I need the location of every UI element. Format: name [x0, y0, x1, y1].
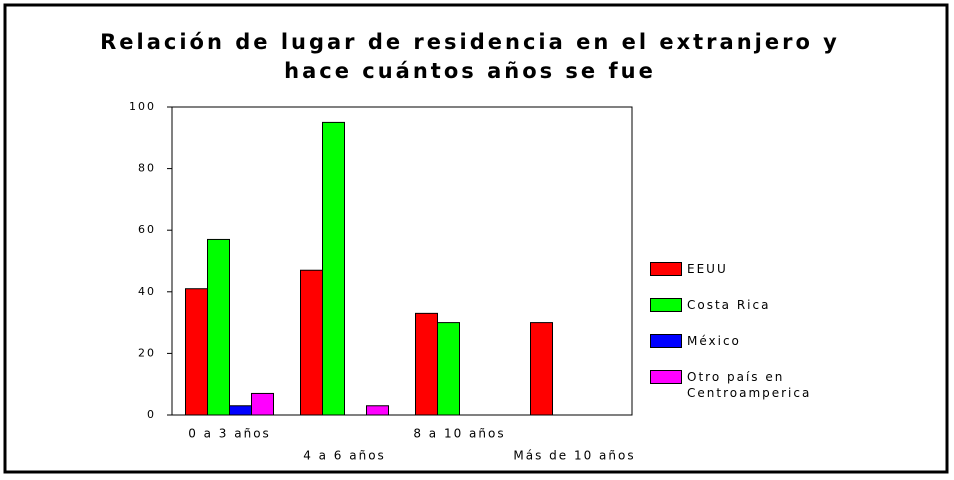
chart-title: hace cuántos años se fue — [284, 59, 656, 83]
legend-item: Otro país en Centroamperica — [650, 370, 850, 406]
plot-area — [171, 106, 633, 416]
legend-label: Otro país en Centroamperica — [687, 370, 812, 400]
bar — [437, 322, 460, 416]
legend-swatch — [650, 370, 682, 384]
bar — [251, 392, 274, 416]
y-tick-label: 80 — [138, 162, 156, 175]
x-tick-label: 4 a 6 años — [303, 449, 386, 463]
legend-swatch — [650, 298, 682, 312]
legend-label: Costa Rica — [687, 298, 771, 312]
bar — [207, 238, 230, 416]
legend-swatch — [650, 262, 682, 276]
legend-label: México — [687, 334, 741, 348]
legend-item: EEUU — [650, 262, 850, 298]
bar — [415, 312, 438, 416]
bar — [300, 269, 323, 416]
legend-item: México — [650, 334, 850, 370]
y-tick-label: 40 — [138, 285, 156, 298]
chart-title: Relación de lugar de residencia en el ex… — [100, 30, 840, 54]
legend-swatch — [650, 334, 682, 348]
bar — [322, 121, 345, 416]
frame — [3, 3, 949, 474]
legend-item: Costa Rica — [650, 298, 850, 334]
y-tick-label: 20 — [138, 346, 156, 359]
bar — [185, 288, 208, 416]
legend-label: EEUU — [687, 262, 728, 276]
legend: EEUU Costa Rica México Otro país en Centroa… — [650, 262, 850, 406]
x-tick-label: 0 a 3 años — [188, 427, 271, 441]
bar — [366, 405, 389, 416]
bar — [229, 405, 252, 416]
bar — [530, 322, 553, 416]
y-tick-label: 0 — [147, 408, 156, 421]
x-tick-label: 8 a 10 años — [413, 427, 505, 441]
x-tick-label: Más de 10 años — [513, 449, 635, 463]
y-tick-label: 60 — [138, 223, 156, 236]
y-tick-label: 100 — [129, 100, 156, 113]
